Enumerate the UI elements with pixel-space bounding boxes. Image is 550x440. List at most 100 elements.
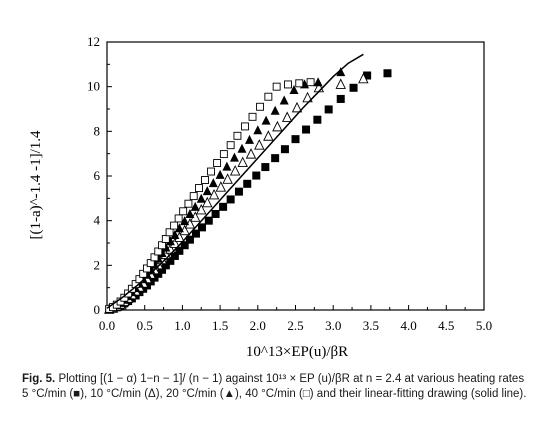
data-point-filled-triangle [237,143,247,153]
data-point-open-square [219,150,228,159]
data-point-open-square [184,199,193,208]
data-point-open-triangle [208,188,220,200]
data-point-open-triangle [215,181,227,192]
x-tick-label: 0.0 [99,318,115,333]
data-point-filled-triangle [180,216,190,226]
data-point-filled-square [219,202,228,211]
data-point-filled-triangle [279,95,289,105]
data-point-open-square [306,78,315,87]
data-point-open-square [213,159,222,167]
data-point-open-square [284,80,292,89]
data-point-open-triangle [245,148,257,159]
figure: 0.0 0.5 1.0 1.5 2.0 2.5 3.0 3.5 4.0 4.5 5.0 0 2 4 6 8 10… [28,34,492,360]
data-point-open-triangle [229,165,241,176]
x-tick-label: 1.5 [212,318,228,333]
data-point-open-square [195,184,203,193]
data-point-filled-triangle [313,77,323,87]
data-point-filled-square [302,125,311,134]
x-tick-label: 4.5 [438,318,454,333]
data-point-open-triangle [237,156,248,168]
x-tick-label: 3.0 [325,318,341,333]
data-point-open-square [189,192,198,201]
data-point-filled-square [291,135,300,144]
data-point-filled-square [383,69,392,78]
x-tick-label: 1.0 [174,318,190,333]
data-point-filled-square [211,209,220,218]
data-point-filled-triangle [190,201,200,211]
data-point-open-square [170,221,179,230]
data-point-open-square [174,214,183,223]
data-point-open-square [179,207,188,216]
data-point-open-square [256,102,265,111]
figure-caption: Fig. 5. Plotting [(1 − α) 1−n − 1]/ (n −… [22,372,530,402]
caption-text: Plotting [(1 − α) 1−n − 1]/ (n − 1) agai… [22,373,527,400]
x-tick-label: 5.0 [476,318,492,333]
data-point-open-square [161,235,170,243]
plot-area: 0.0 0.5 1.0 1.5 2.0 2.5 3.0 3.5 4.0 4.5 5.0 0 2 4 6 8 10… [87,34,492,333]
x-tick-label: 4.0 [400,318,416,333]
data-point-open-square [207,167,216,176]
data-point-filled-triangle [215,169,225,179]
data-point-filled-triangle [165,236,175,246]
data-point-filled-triangle [261,115,271,125]
data-point-open-triangle [263,130,274,141]
data-point-filled-square [180,241,189,250]
data-point-open-triangle [281,111,293,122]
data-point-filled-triangle [196,193,206,203]
data-point-open-square [226,141,235,150]
data-point-filled-square [324,105,333,114]
data-point-filled-square [349,83,358,92]
x-tick-label: 3.5 [363,318,379,333]
y-tick-label: 2 [94,257,101,272]
data-point-filled-triangle [270,105,280,115]
data-point-open-square [248,112,257,121]
data-point-open-triangle [291,101,303,113]
data-point-filled-square [271,154,280,163]
data-point-filled-square [226,195,235,204]
figure-label: Fig. 5. [22,373,56,385]
data-point-open-triangle [335,78,346,89]
data-point-filled-square [234,187,243,196]
data-point-open-triangle [302,91,313,103]
data-point-filled-square [175,246,184,255]
data-point-filled-square [363,71,372,80]
y-tick-label: 8 [94,123,101,138]
data-point-filled-triangle [289,85,299,95]
data-point-filled-triangle [202,186,212,196]
data-point-open-square [233,131,242,140]
data-point-filled-square [204,216,213,225]
data-point-open-triangle [358,72,369,84]
data-point-filled-square [161,261,170,270]
data-point-open-square [264,92,273,101]
data-point-filled-triangle [170,229,180,239]
y-tick-label: 6 [94,168,101,183]
y-tick-label: 10 [87,79,100,94]
data-point-filled-triangle [174,223,184,233]
data-point-open-square [272,82,281,91]
data-point-open-square [201,176,209,184]
data-point-filled-square [166,256,175,265]
data-point-filled-square [243,179,252,188]
x-axis-label: 10^13×EP(u)/βR [246,344,348,360]
data-point-filled-triangle [336,67,346,77]
data-point-filled-square [313,115,322,124]
data-point-filled-square [170,251,179,260]
data-point-filled-square [158,265,167,274]
data-point-filled-square [252,171,261,180]
y-tick-label: 4 [94,213,101,228]
data-point-filled-square [261,163,270,172]
fit-line [106,53,364,309]
data-point-open-triangle [254,139,265,150]
x-tick-label: 2.0 [250,318,266,333]
y-axis-label: [(1-a)^-1.4 -1]/1.4 [28,130,44,240]
data-point-open-square [241,122,249,131]
data-point-filled-triangle [185,208,195,218]
y-tick-label: 12 [87,34,100,49]
data-point-filled-square [185,235,194,244]
data-point-filled-triangle [253,125,263,135]
scatter-chart: 0.0 0.5 1.0 1.5 2.0 2.5 3.0 3.5 4.0 4.5 5.0 0 2 4 6 8 10… [28,34,492,360]
data-point-filled-triangle [208,178,218,188]
data-point-filled-triangle [229,152,239,162]
data-point-open-triangle [272,120,283,132]
y-tick-label: 0 [94,302,101,317]
